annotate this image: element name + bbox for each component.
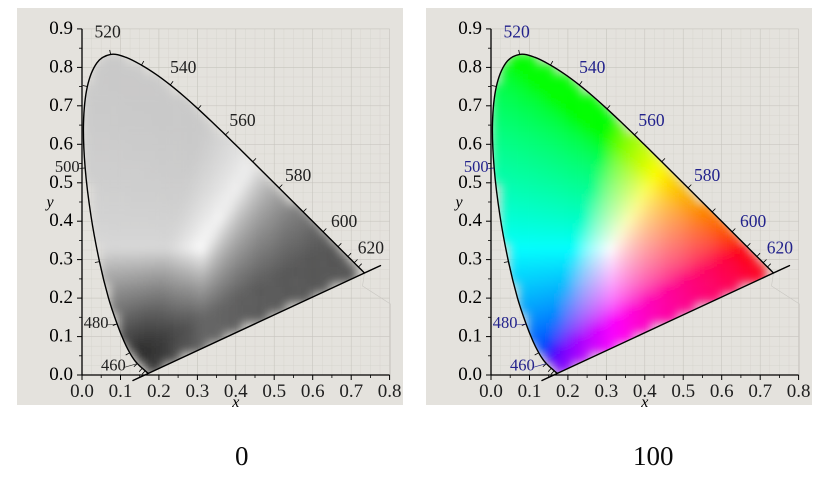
svg-text:580: 580 — [285, 165, 312, 185]
svg-text:0.0: 0.0 — [49, 364, 73, 385]
svg-text:0.6: 0.6 — [49, 133, 73, 154]
svg-text:0.8: 0.8 — [49, 56, 73, 77]
svg-text:0.0: 0.0 — [479, 381, 503, 402]
svg-text:y: y — [453, 194, 463, 211]
svg-text:0.6: 0.6 — [458, 133, 482, 154]
svg-text:0.1: 0.1 — [109, 381, 133, 402]
svg-text:480: 480 — [493, 313, 518, 332]
svg-text:0.3: 0.3 — [595, 381, 619, 402]
svg-text:0.7: 0.7 — [339, 381, 363, 402]
svg-text:0.3: 0.3 — [186, 381, 210, 402]
svg-text:0.0: 0.0 — [70, 381, 94, 402]
svg-text:0.8: 0.8 — [378, 381, 402, 402]
svg-text:0.5: 0.5 — [262, 381, 286, 402]
svg-text:0.6: 0.6 — [710, 381, 734, 402]
svg-text:y: y — [44, 194, 54, 211]
svg-text:480: 480 — [84, 313, 109, 332]
svg-text:0.8: 0.8 — [458, 56, 482, 77]
svg-text:0.1: 0.1 — [49, 326, 73, 347]
svg-text:460: 460 — [101, 356, 126, 375]
svg-text:0.2: 0.2 — [458, 287, 482, 308]
svg-text:520: 520 — [503, 21, 529, 41]
svg-text:0.5: 0.5 — [671, 381, 695, 402]
svg-text:580: 580 — [694, 165, 721, 185]
svg-text:0.1: 0.1 — [518, 381, 542, 402]
svg-text:0.4: 0.4 — [458, 210, 482, 231]
svg-text:600: 600 — [740, 211, 767, 231]
svg-text:0.6: 0.6 — [301, 381, 325, 402]
svg-text:x: x — [231, 394, 239, 411]
svg-text:0.1: 0.1 — [458, 326, 482, 347]
svg-text:500: 500 — [464, 157, 489, 176]
svg-text:460: 460 — [510, 356, 535, 375]
svg-text:0.0: 0.0 — [458, 364, 482, 385]
svg-text:540: 540 — [170, 57, 197, 77]
svg-text:0.2: 0.2 — [556, 381, 580, 402]
svg-text:0.2: 0.2 — [49, 287, 73, 308]
svg-text:0.2: 0.2 — [147, 381, 171, 402]
svg-text:0.3: 0.3 — [458, 249, 482, 270]
svg-text:560: 560 — [229, 110, 256, 130]
svg-text:560: 560 — [638, 110, 665, 130]
svg-text:520: 520 — [94, 21, 121, 41]
svg-text:620: 620 — [767, 238, 794, 258]
svg-text:0.7: 0.7 — [748, 381, 772, 402]
svg-text:0.7: 0.7 — [49, 95, 73, 116]
svg-text:0.8: 0.8 — [787, 381, 811, 402]
svg-text:500: 500 — [55, 157, 80, 176]
svg-text:600: 600 — [331, 211, 358, 231]
svg-text:0.7: 0.7 — [458, 95, 482, 116]
svg-text:0.9: 0.9 — [458, 18, 482, 39]
svg-text:0.9: 0.9 — [49, 18, 73, 39]
svg-text:540: 540 — [579, 57, 606, 77]
svg-text:620: 620 — [358, 238, 385, 258]
svg-text:x: x — [640, 394, 648, 411]
svg-text:0.3: 0.3 — [49, 249, 73, 270]
svg-text:0.4: 0.4 — [49, 210, 73, 231]
